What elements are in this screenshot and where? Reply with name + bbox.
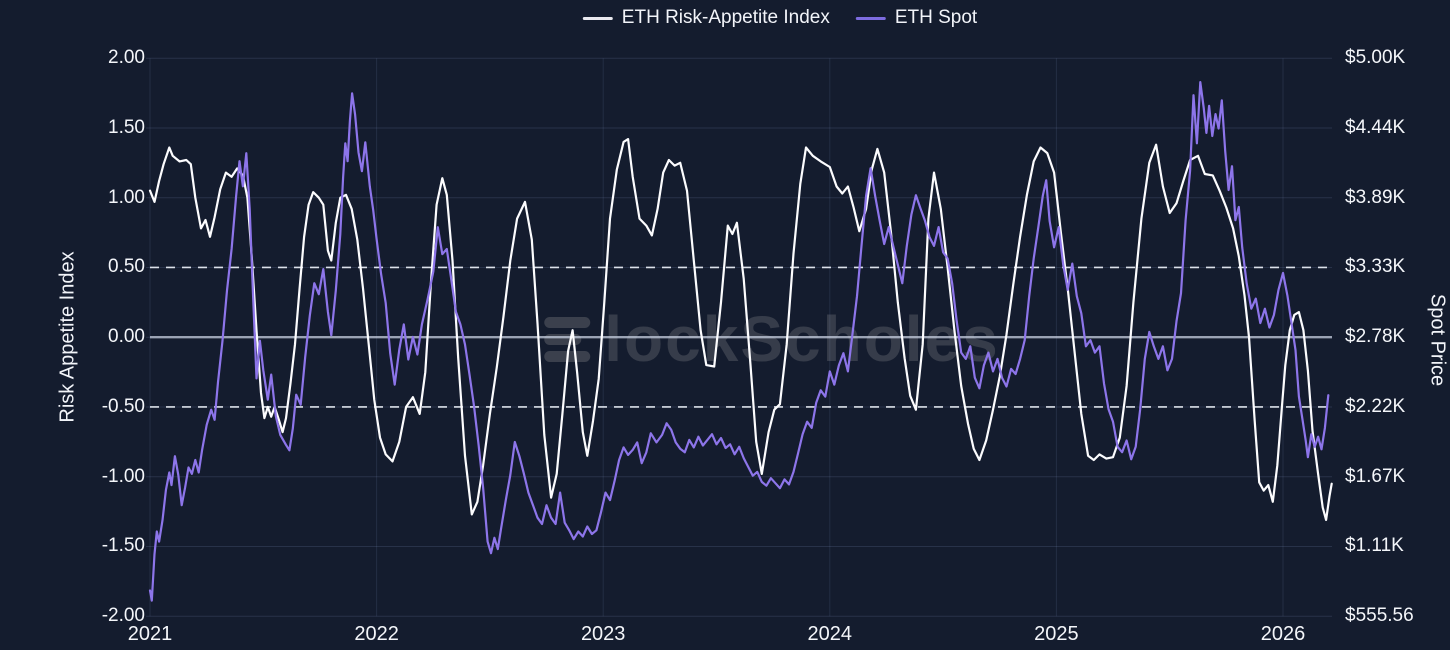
x-axis-tick: 2022: [354, 623, 399, 645]
x-axis-tick: 2023: [580, 623, 626, 645]
chart-legend: ETH Risk-Appetite Index ETH Spot: [582, 7, 978, 29]
x-axis-tick: 2025: [1034, 623, 1079, 645]
left-axis-tick: 0.00: [108, 326, 145, 348]
watermark-text: lockScholes: [604, 303, 1000, 375]
left-axis-tick: 1.00: [108, 186, 145, 208]
x-axis-tick: 2026: [1260, 623, 1306, 645]
right-axis-tick: $2.78K: [1345, 326, 1406, 348]
left-axis-tick: 2.00: [108, 47, 145, 69]
spot-line-swatch-icon: [855, 16, 886, 20]
left-axis-tick: -2.00: [101, 605, 145, 627]
blockscholes-watermark: lockScholes: [544, 302, 1000, 376]
left-axis-tick: -1.50: [101, 535, 145, 557]
right-axis-tick: $555.56: [1345, 605, 1414, 627]
right-axis-tick: $5.00K: [1345, 47, 1406, 69]
x-axis-tick: 2024: [807, 623, 853, 645]
right-axis-tick: $2.22K: [1345, 395, 1406, 417]
right-axis-tick: $4.44K: [1345, 116, 1406, 138]
legend-item-eth-spot[interactable]: ETH Spot: [855, 7, 978, 29]
right-axis-title: Spot Price: [1426, 293, 1449, 387]
left-axis-tick: -1.00: [101, 465, 145, 487]
eth-spot-line: [148, 80, 1330, 602]
left-axis-tick: 0.50: [108, 256, 145, 278]
legend-label-eth-spot: ETH Spot: [894, 7, 978, 28]
left-axis-tick: 1.50: [108, 116, 145, 138]
risk-line-swatch-icon: [582, 16, 613, 20]
left-axis-tick: -0.50: [101, 395, 145, 417]
risk-appetite-line: [148, 138, 1333, 522]
legend-label-risk-appetite: ETH Risk-Appetite Index: [621, 7, 830, 28]
right-axis-tick: $1.11K: [1345, 535, 1404, 557]
right-axis-tick: $3.89K: [1345, 186, 1406, 208]
right-axis-tick: $3.33K: [1345, 256, 1406, 278]
legend-item-risk-appetite[interactable]: ETH Risk-Appetite Index: [582, 7, 830, 29]
x-axis-tick: 2021: [127, 623, 173, 645]
right-axis-tick: $1.67K: [1345, 465, 1406, 487]
